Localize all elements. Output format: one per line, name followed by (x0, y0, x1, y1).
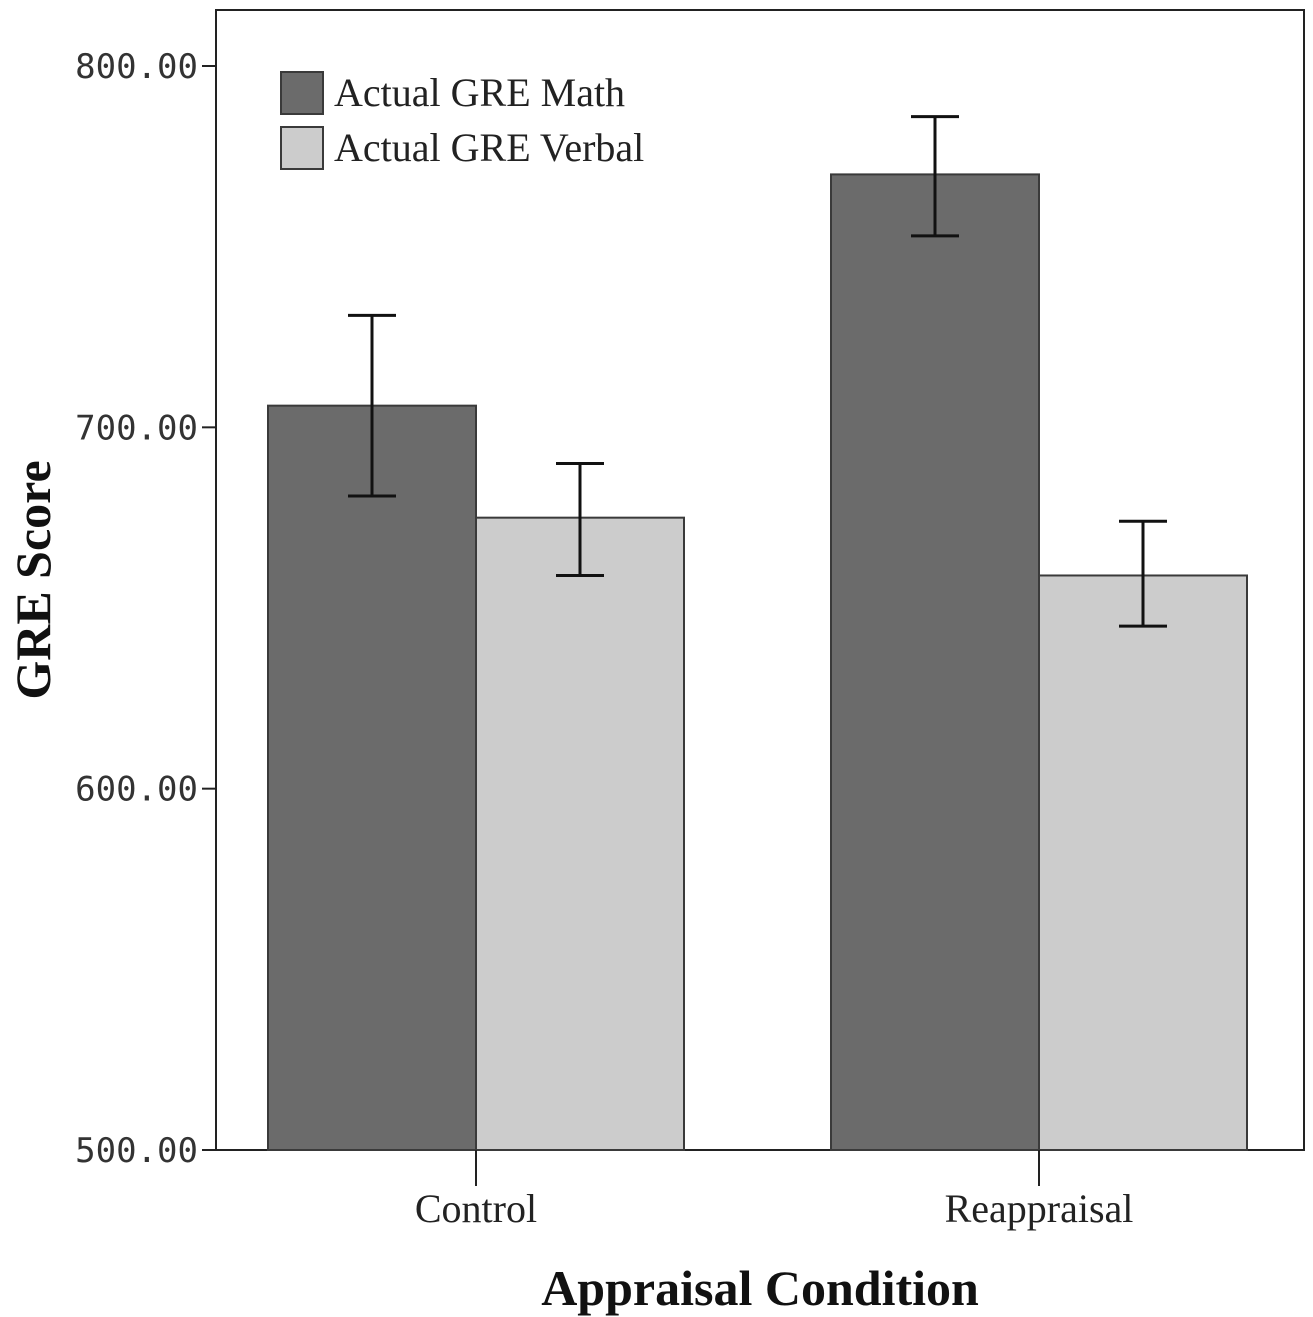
legend-label-verbal: Actual GRE Verbal (334, 125, 644, 170)
bar-control-verbal (475, 516, 685, 1151)
y-axis-title: GRE Score (5, 460, 61, 699)
error-bar-reappraisal-verbal (1119, 519, 1167, 628)
legend-swatch-verbal (280, 126, 324, 170)
bar-control-math (267, 404, 477, 1151)
y-tick-label: 700.00 (75, 408, 198, 448)
error-bar-reappraisal-math (911, 115, 959, 238)
x-axis-title: Appraisal Condition (541, 1260, 979, 1316)
legend-label-math: Actual GRE Math (334, 70, 625, 115)
legend-swatch-math (280, 71, 324, 115)
x-axis: Control Reappraisal (415, 1150, 1134, 1231)
legend: Actual GRE Math Actual GRE Verbal (280, 70, 644, 170)
y-axis: 500.00 600.00 700.00 800.00 (75, 47, 216, 1171)
y-tick-label: 500.00 (75, 1131, 198, 1171)
error-bar-control-verbal (556, 461, 604, 577)
error-bar-control-math (348, 313, 396, 498)
x-tick-label-reappraisal: Reappraisal (945, 1186, 1134, 1231)
x-tick-label-control: Control (415, 1186, 537, 1231)
error-bars-layer (348, 115, 1167, 628)
bar-reappraisal-math (830, 173, 1040, 1151)
y-tick-label: 800.00 (75, 47, 198, 87)
y-tick-label: 600.00 (75, 770, 198, 810)
bar-reappraisal-verbal (1038, 574, 1248, 1151)
